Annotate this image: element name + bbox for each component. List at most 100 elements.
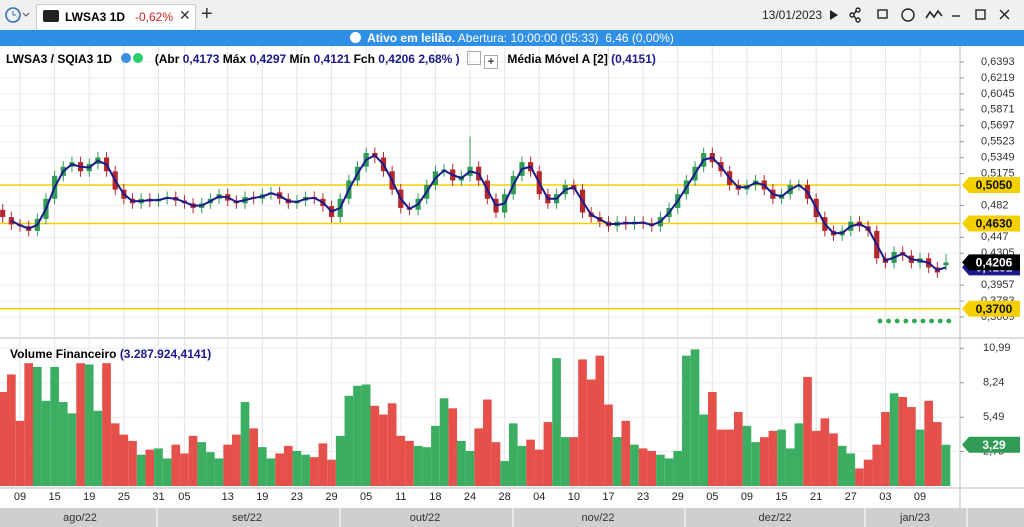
signal-dot [946,318,952,324]
info-value: 0,4297 [249,52,287,66]
info-label: (Abr [154,52,180,66]
volume-badge-text: 3,29 [982,438,1006,452]
level-badge-shape [962,177,1020,194]
volume-bar [881,412,890,486]
month-label: out/22 [410,512,441,524]
volume-bar [508,423,518,486]
y-tick-label: 8,24 [983,377,1004,389]
volume-bar [180,453,189,486]
volume-bar [387,403,397,486]
volume-bar [318,443,328,486]
clock-menu[interactable] [0,0,32,30]
chart-icon[interactable] [925,9,943,19]
share-icon[interactable] [849,7,861,23]
volume-bar [84,364,94,486]
volume-bar [759,437,769,486]
volume-bar [353,385,362,486]
signal-dot [937,318,943,324]
history-icon[interactable] [901,8,915,22]
x-tick-label: 23 [291,491,303,503]
volume-bar [448,408,458,486]
x-tick-label: 24 [464,491,476,503]
volume-bar [898,397,908,486]
y-tick-label: 0,5697 [981,120,1015,132]
close[interactable] [999,9,1010,20]
volume-bar [119,434,129,486]
ma-name: Média Móvel A [2] [507,52,608,66]
volume-bar [725,429,734,486]
volume-bar [595,355,605,486]
last-price-badge-shape [962,254,1020,271]
volume-bar [136,454,146,486]
info-value: 0,4173 [182,52,220,66]
x-tick-label: 15 [48,491,60,503]
settings-btn[interactable] [467,51,482,65]
volume-bar [15,420,25,486]
signal-dot [877,318,883,324]
y-tick-label: 0,3957 [981,279,1015,291]
window-icon[interactable] [877,9,888,19]
x-tick-label: 05 [178,491,190,503]
candle-body [8,217,14,225]
add-indicator-btn[interactable]: + [484,55,499,69]
x-tick-label: 17 [602,491,614,503]
volume-bar [664,458,674,486]
volume-bar [733,412,743,486]
volume-bar [482,399,492,486]
volume-bar [67,413,77,486]
x-tick-label: 18 [429,491,441,503]
month-label: nov/22 [581,512,614,524]
signal-dot [894,318,900,324]
volume-bar [500,460,509,486]
volume-bar [206,452,215,486]
info-label: Máx [222,52,247,66]
volume-bar [275,453,284,486]
volume-bar [889,393,899,486]
volume-bar [214,458,224,486]
x-tick-label: 11 [395,491,406,503]
volume-title: Volume Financeiro [10,347,117,361]
volume-bar [569,437,579,486]
x-tick-label: 28 [499,491,511,503]
y-tick-label: 0,482 [981,199,1009,211]
volume-bar [794,423,804,486]
info-label: Fch [353,52,375,66]
volume-bar [240,402,250,486]
signal-dot [912,318,917,324]
volume-bar [457,440,466,486]
volume-bar [829,433,838,486]
volume-bar [638,448,648,486]
y-tick-label: 0,5349 [981,152,1015,164]
volume-bar [232,434,241,486]
volume-bar [785,448,795,486]
last-price-badge-text: 0,4206 [976,256,1013,270]
add-tab[interactable]: + [201,3,213,25]
tab-close[interactable]: ✕ [179,7,191,23]
volume-bar [907,407,916,486]
volume-bar [517,445,527,486]
play-icon[interactable] [830,10,838,20]
tab[interactable]: LWSA3 1D -0,62% ✕ [36,4,196,29]
volume-bar [543,422,553,486]
volume-bar [76,363,85,486]
y-tick-label: 0,5175 [981,167,1015,179]
y-tick-label: 0,5523 [981,136,1015,148]
volume-bar [439,398,449,486]
x-tick-label: 10 [568,491,580,503]
volume-bar [249,428,258,486]
volume-bar [811,430,821,486]
price-info: LWSA3 / SQIA3 1D (Abr 0,4173 Máx 0,4297 … [6,51,656,69]
volume-bar [188,435,198,486]
volume-bar [379,414,388,486]
volume-bar [405,440,414,486]
level-badge-text: 0,3700 [976,302,1013,316]
volume-bar [0,392,8,486]
last-price-badge: 0,4206 [962,254,1020,271]
maximize[interactable] [975,9,986,20]
x-tick-label: 29 [325,491,337,503]
x-tick-label: 19 [256,491,268,503]
volume-bar [335,435,345,486]
level-badge-shape [962,215,1020,232]
volume-bar [474,428,483,486]
